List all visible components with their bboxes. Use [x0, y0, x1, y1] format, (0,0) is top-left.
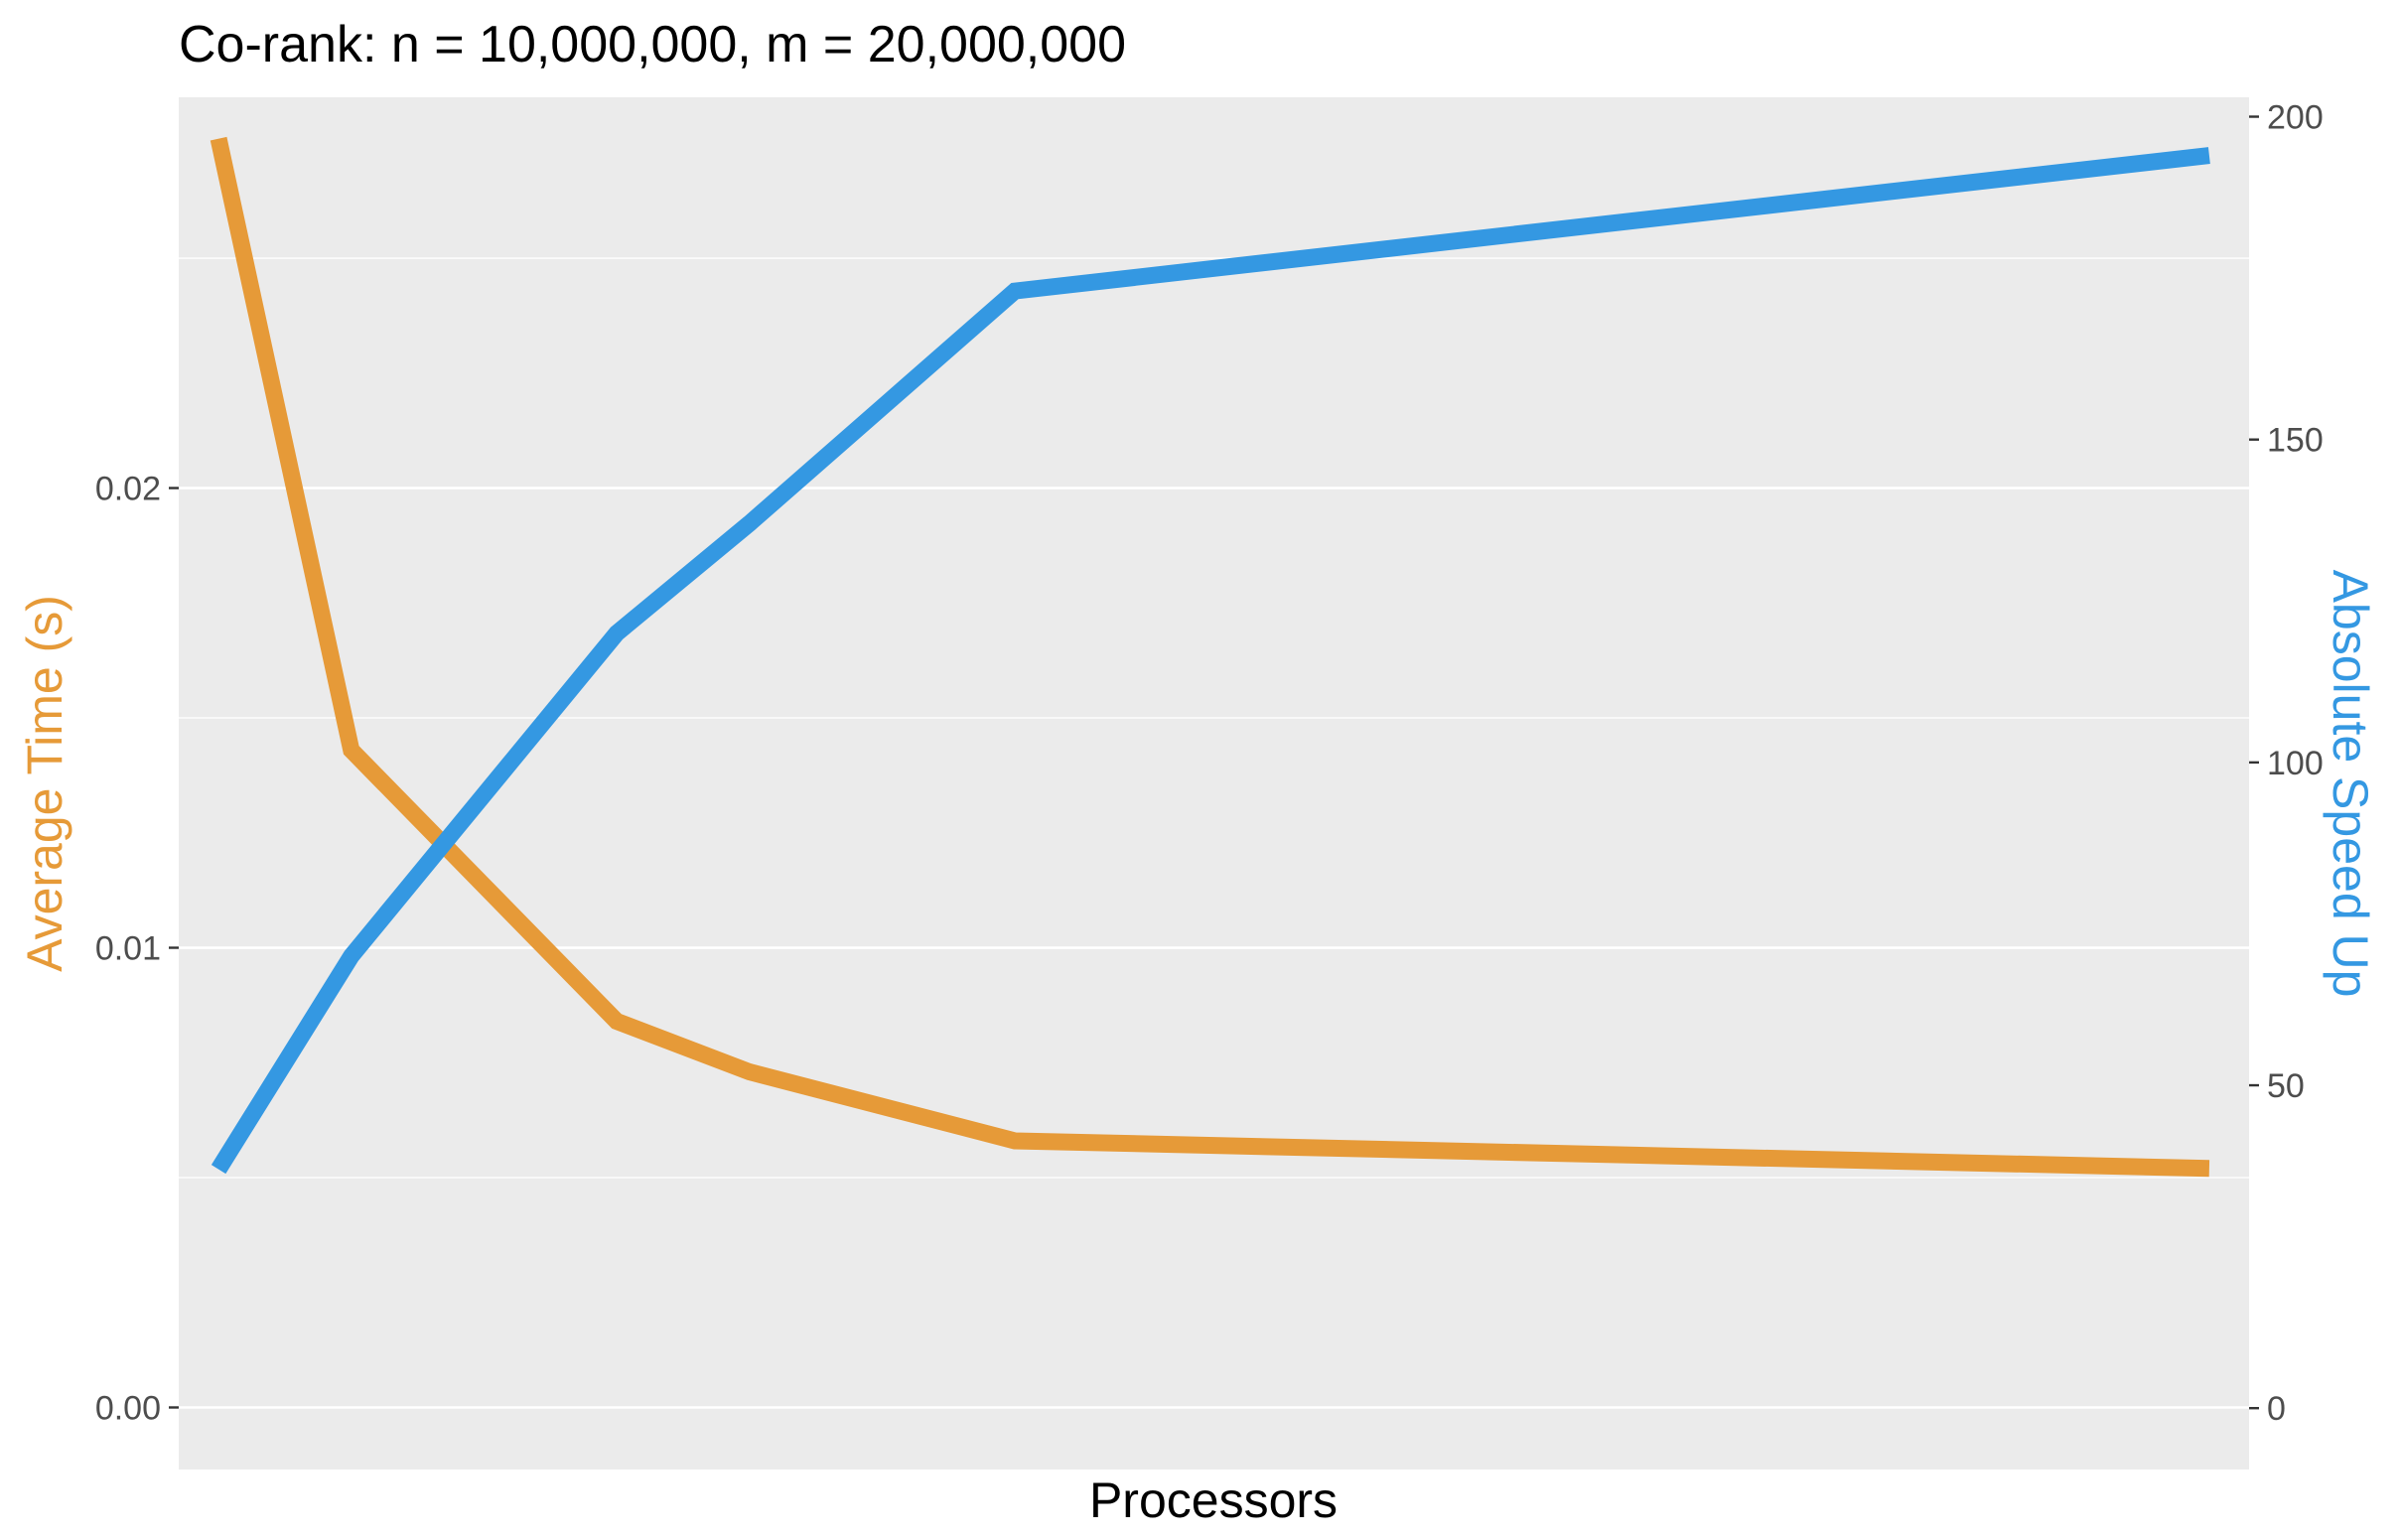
plot-panel	[179, 97, 2249, 1470]
left-tick-label: 0.00	[95, 1389, 161, 1427]
series-lines	[210, 136, 2210, 1178]
x-axis-label: Processors	[1089, 1472, 1338, 1528]
average-time-series-line	[210, 136, 2210, 1178]
chart-title: Co-rank: n = 10,000,000, m = 20,000,000	[179, 16, 1126, 73]
grid-lines	[179, 257, 2249, 1409]
panel-background	[179, 97, 2249, 1470]
speedup-series-line	[211, 147, 2210, 1175]
right-tick-label: 0	[2267, 1390, 2286, 1428]
left-tick-label: 0.02	[95, 471, 161, 508]
y-axis-label-left: Average Time (s)	[17, 595, 72, 972]
left-axis: 0.00 0.01 0.02	[95, 471, 179, 1427]
y-axis-label-right: Absolute Speed Up	[2323, 570, 2378, 998]
right-axis: 0 50 100 150 200	[2249, 99, 2324, 1428]
right-tick-label: 200	[2267, 99, 2324, 137]
right-tick-label: 50	[2267, 1067, 2305, 1105]
left-tick-label: 0.01	[95, 930, 161, 968]
right-tick-label: 100	[2267, 745, 2324, 782]
right-tick-label: 150	[2267, 422, 2324, 460]
